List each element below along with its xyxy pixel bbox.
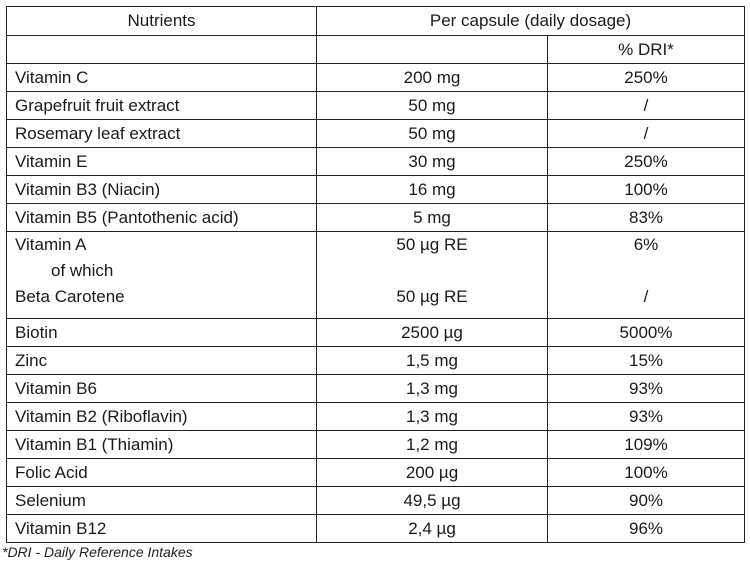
nutrient-name: Selenium	[6, 486, 317, 515]
table-row: Vitamin B12 2,4 µg 96%	[6, 514, 745, 543]
nutrient-dri: 100%	[547, 458, 745, 487]
nutrient-dri: 250%	[547, 63, 745, 92]
nutrient-dri: 100%	[547, 175, 745, 204]
nutrient-name: Rosemary leaf extract	[6, 119, 317, 148]
nutrient-dri: 109%	[547, 430, 745, 459]
nutrient-amount: 5 mg	[316, 203, 548, 232]
nutrition-table-container: Nutrients Per capsule (daily dosage) % D…	[6, 6, 745, 543]
table-row-vitamin-a: Vitamin A of which Beta Carotene 50 µg R…	[6, 231, 745, 319]
table-row: Biotin 2500 µg 5000%	[6, 318, 745, 347]
table-row: Zinc 1,5 mg 15%	[6, 346, 745, 375]
table-header-row: Nutrients Per capsule (daily dosage)	[6, 6, 745, 36]
table-subheader-row: % DRI*	[6, 35, 745, 64]
nutrient-amount: 2,4 µg	[316, 514, 548, 543]
header-per-capsule: Per capsule (daily dosage)	[316, 6, 745, 36]
nutrient-amount: 30 mg	[316, 147, 548, 176]
nutrient-amount: 49,5 µg	[316, 486, 548, 515]
nutrient-name: Vitamin A	[15, 235, 87, 254]
table-row: Folic Acid 200 µg 100%	[6, 458, 745, 487]
nutrient-amount: 50 µg RE	[396, 235, 468, 254]
nutrient-name: Vitamin B3 (Niacin)	[6, 175, 317, 204]
table-row: Rosemary leaf extract 50 mg /	[6, 119, 745, 148]
nutrient-name: Biotin	[6, 318, 317, 347]
nutrient-name: Vitamin C	[6, 63, 317, 92]
nutrient-amount: 1,3 mg	[316, 402, 548, 431]
nutrient-dri: 83%	[547, 203, 745, 232]
nutrient-dri: 5000%	[547, 318, 745, 347]
nutrient-amount: 50 mg	[316, 91, 548, 120]
nutrient-dri: 93%	[547, 402, 745, 431]
nutrient-sub-amount: 50 µg RE	[396, 287, 468, 306]
nutrient-name: Vitamin B2 (Riboflavin)	[6, 402, 317, 431]
nutrient-name: Vitamin B1 (Thiamin)	[6, 430, 317, 459]
table-row: Vitamin E 30 mg 250%	[6, 147, 745, 176]
nutrient-amount: 50 mg	[316, 119, 548, 148]
nutrient-sub-dri: /	[643, 287, 649, 306]
nutrient-name: Vitamin E	[6, 147, 317, 176]
subheader-empty-1	[6, 35, 317, 64]
table-row: Grapefruit fruit extract 50 mg /	[6, 91, 745, 120]
nutrient-name-cell: Vitamin A of which Beta Carotene	[6, 231, 317, 319]
nutrient-name: Zinc	[6, 346, 317, 375]
table-row: Vitamin C 200 mg 250%	[6, 63, 745, 92]
header-nutrients: Nutrients	[6, 6, 317, 36]
of-which-label: of which	[51, 261, 114, 280]
table-row: Vitamin B5 (Pantothenic acid) 5 mg 83%	[6, 203, 745, 232]
table-row: Vitamin B2 (Riboflavin) 1,3 mg 93%	[6, 402, 745, 431]
nutrient-dri: /	[547, 91, 745, 120]
nutrition-table: Nutrients Per capsule (daily dosage) % D…	[6, 6, 745, 543]
nutrient-dri: 250%	[547, 147, 745, 176]
nutrient-dri: /	[547, 119, 745, 148]
nutrient-amount: 200 µg	[316, 458, 548, 487]
nutrient-amount: 2500 µg	[316, 318, 548, 347]
nutrient-amount: 1,5 mg	[316, 346, 548, 375]
nutrient-subname: Beta Carotene	[15, 287, 125, 306]
nutrient-dri: 96%	[547, 514, 745, 543]
nutrient-amount: 1,3 mg	[316, 374, 548, 403]
nutrient-amount: 16 mg	[316, 175, 548, 204]
table-row: Vitamin B6 1,3 mg 93%	[6, 374, 745, 403]
nutrient-name: Vitamin B12	[6, 514, 317, 543]
nutrient-name: Grapefruit fruit extract	[6, 91, 317, 120]
nutrient-name: Vitamin B5 (Pantothenic acid)	[6, 203, 317, 232]
nutrient-dri-cell: 6% /	[547, 231, 745, 319]
nutrient-dri: 90%	[547, 486, 745, 515]
dri-footnote: *DRI - Daily Reference Intakes	[2, 544, 193, 560]
nutrient-dri: 6%	[633, 235, 659, 254]
nutrient-dri: 15%	[547, 346, 745, 375]
table-row: Vitamin B3 (Niacin) 16 mg 100%	[6, 175, 745, 204]
table-row: Vitamin B1 (Thiamin) 1,2 mg 109%	[6, 430, 745, 459]
nutrient-amount-cell: 50 µg RE 50 µg RE	[316, 231, 548, 319]
nutrient-amount: 200 mg	[316, 63, 548, 92]
nutrient-dri: 93%	[547, 374, 745, 403]
nutrient-name: Folic Acid	[6, 458, 317, 487]
nutrient-amount: 1,2 mg	[316, 430, 548, 459]
header-dri: % DRI*	[547, 35, 745, 64]
table-row: Selenium 49,5 µg 90%	[6, 486, 745, 515]
nutrient-name: Vitamin B6	[6, 374, 317, 403]
subheader-empty-2	[316, 35, 548, 64]
